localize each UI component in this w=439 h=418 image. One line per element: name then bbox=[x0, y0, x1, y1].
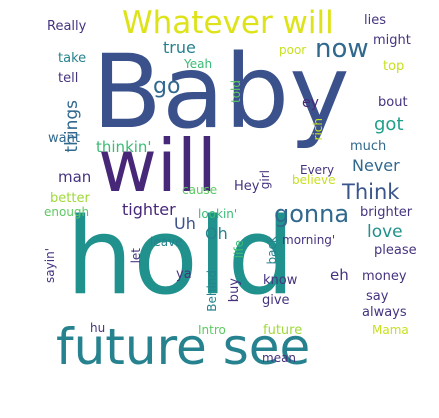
word-top: top bbox=[383, 59, 405, 74]
word-let: let bbox=[129, 248, 143, 264]
word-thinkin: thinkin' bbox=[96, 138, 152, 156]
word-hold: hold bbox=[66, 195, 295, 318]
word-never: Never bbox=[352, 156, 400, 175]
word-future-small: future bbox=[263, 323, 303, 338]
word-ey: ey bbox=[302, 95, 319, 111]
word-things: things bbox=[62, 100, 82, 153]
word-will: will bbox=[98, 124, 217, 208]
word-sayin: sayin' bbox=[43, 248, 57, 283]
word-mean: mean bbox=[262, 351, 297, 365]
word-back: back bbox=[265, 236, 279, 265]
word-whatever-will: Whatever will bbox=[122, 5, 334, 41]
word-money: money bbox=[362, 269, 407, 284]
word-yeah: Yeah bbox=[184, 57, 213, 71]
word-think: Think bbox=[342, 180, 400, 204]
word-told: told bbox=[229, 80, 243, 103]
word-always: always bbox=[362, 305, 407, 320]
word-want: want bbox=[48, 131, 80, 146]
word-hey: Hey bbox=[234, 179, 260, 194]
word-brighter: brighter bbox=[360, 205, 413, 220]
word-every: Every bbox=[300, 163, 335, 177]
word-really: Really bbox=[47, 19, 87, 34]
word-tighter: tighter bbox=[122, 200, 176, 219]
word-future-see: future see bbox=[56, 318, 311, 376]
word-behind: Behind bbox=[205, 270, 219, 312]
word-hu: hu bbox=[90, 321, 106, 335]
word-baby: Baby bbox=[92, 33, 350, 152]
word-might: might bbox=[373, 33, 411, 48]
word-believe: believe bbox=[292, 173, 336, 187]
word-bout: bout bbox=[378, 95, 408, 110]
word-know: know bbox=[263, 273, 298, 288]
word-take: take bbox=[58, 51, 87, 66]
word-go: go bbox=[153, 74, 181, 99]
word-intro: Intro bbox=[198, 323, 226, 337]
word-girl: girl bbox=[258, 170, 272, 190]
word-eh: eh bbox=[330, 266, 349, 284]
word-cause: cause bbox=[182, 183, 218, 197]
word-morning: morning' bbox=[282, 233, 336, 247]
word-love: love bbox=[367, 222, 403, 242]
word-give: give bbox=[262, 293, 290, 308]
word-oh: Oh bbox=[205, 224, 228, 243]
word-lies: lies bbox=[364, 13, 386, 28]
word-poor: poor bbox=[279, 43, 307, 57]
word-gonna: gonna bbox=[274, 200, 350, 228]
word-better: better bbox=[50, 191, 90, 206]
word-tell: tell bbox=[58, 71, 79, 86]
word-lookin: lookin' bbox=[198, 207, 238, 221]
word-uh: Uh bbox=[174, 214, 196, 233]
word-true: true bbox=[163, 38, 196, 57]
word-please: please bbox=[374, 243, 417, 258]
word-buy: buy bbox=[227, 278, 242, 303]
word-got: got bbox=[374, 114, 404, 135]
word-much: much bbox=[350, 139, 387, 154]
word-leave: leave bbox=[150, 235, 183, 249]
word-ya: ya bbox=[176, 267, 192, 282]
word-say: say bbox=[366, 289, 389, 304]
word-enough: enough bbox=[44, 205, 90, 219]
word-life: life bbox=[232, 240, 246, 259]
word-man: man bbox=[58, 168, 92, 186]
word-now: now bbox=[315, 34, 369, 64]
word-rich: rich bbox=[311, 118, 325, 141]
word-mama: Mama bbox=[372, 323, 409, 337]
